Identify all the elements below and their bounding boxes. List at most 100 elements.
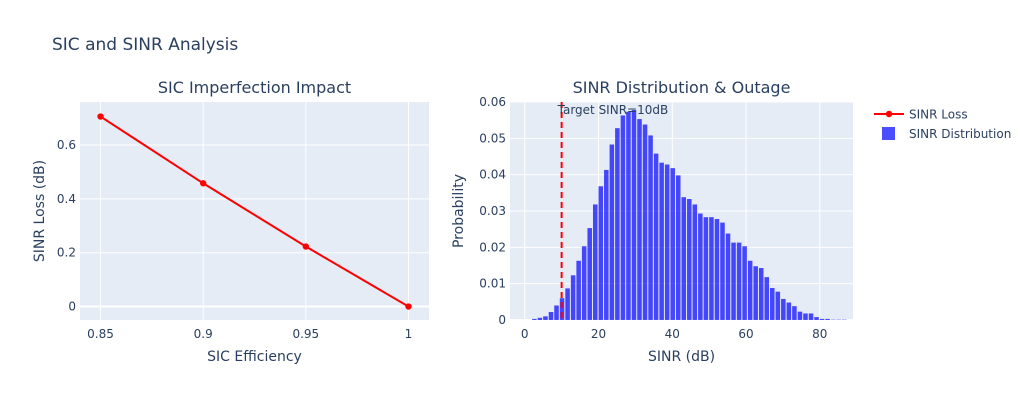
figure-title: SIC and SINR Analysis — [52, 35, 238, 55]
histogram-bar — [653, 153, 659, 320]
subplot-sinr-distribution: 0 20 40 60 80 0 0.01 0.02 0.03 0.04 0.05 0.06 Targ… — [451, 78, 853, 365]
subplot-sic-impact: 0.85 0.9 0.95 1 0 0.2 0.4 0.6 SIC Imperfection… — [32, 78, 429, 365]
histogram-bar — [637, 119, 642, 321]
histogram-bar — [792, 306, 797, 320]
histogram-bar — [753, 266, 758, 320]
histogram-bar — [764, 277, 770, 320]
target-sinr-annotation: Target SINR=10dB — [557, 103, 669, 117]
x-axis-label: SINR (dB) — [648, 349, 715, 365]
y-tick-label: 0.03 — [479, 204, 506, 218]
histogram-bar — [825, 318, 830, 320]
x-tick-label: 1 — [405, 327, 413, 341]
histogram-bar — [758, 268, 764, 320]
x-tick-label: 0 — [521, 327, 529, 341]
x-tick-labels: 0.85 0.9 0.95 1 — [87, 327, 412, 341]
y-tick-label: 0.04 — [479, 168, 506, 182]
histogram-bar — [797, 311, 803, 320]
histogram-bar — [808, 313, 814, 320]
histogram-bar — [770, 288, 775, 320]
y-tick-labels: 0 0.2 0.4 0.6 — [57, 138, 76, 313]
histogram-bar — [698, 213, 703, 320]
histogram-bar — [548, 312, 554, 320]
legend-item-sinr-distribution[interactable]: SINR Distribution — [882, 127, 1011, 141]
histogram-bar — [675, 175, 681, 320]
x-tick-label: 80 — [812, 327, 827, 341]
legend-item-sinr-loss[interactable]: SINR Loss — [874, 108, 968, 122]
histogram-bar — [736, 242, 742, 320]
histogram-bar — [570, 275, 576, 320]
legend-marker-swatch — [885, 110, 893, 118]
histogram-bar — [604, 169, 609, 320]
y-tick-label: 0.05 — [479, 131, 506, 145]
sinr-loss-point — [302, 243, 310, 250]
subplot-title: SIC Imperfection Impact — [158, 78, 351, 97]
histogram-bar — [642, 124, 648, 320]
histogram-bar — [692, 204, 698, 320]
grid-lines — [80, 102, 429, 320]
y-tick-label: 0.06 — [479, 95, 506, 109]
y-tick-label: 0.01 — [479, 277, 506, 291]
y-tick-label: 0 — [498, 313, 506, 327]
histogram-bar — [631, 109, 637, 320]
y-tick-label: 0.2 — [57, 246, 76, 260]
histogram-bar — [670, 168, 675, 320]
histogram-bar — [775, 291, 781, 320]
histogram-bar — [626, 111, 631, 320]
histogram-bar — [559, 298, 565, 320]
y-tick-label: 0.4 — [57, 192, 76, 206]
x-tick-label: 0.95 — [292, 327, 319, 341]
histogram-bar — [554, 305, 559, 320]
histogram-bar — [709, 217, 714, 320]
sinr-loss-point — [405, 303, 412, 310]
histogram-bar — [742, 246, 747, 320]
subplot-title: SINR Distribution & Outage — [573, 78, 791, 97]
legend-label: SINR Distribution — [909, 127, 1011, 141]
histogram-bar — [537, 317, 543, 320]
histogram-bars — [532, 109, 847, 321]
histogram-bar — [587, 228, 592, 320]
x-tick-label: 60 — [738, 327, 753, 341]
x-tick-label: 20 — [591, 327, 606, 341]
histogram-bar — [532, 318, 537, 320]
histogram-bar — [581, 246, 587, 320]
x-axis-label: SIC Efficiency — [207, 349, 302, 365]
histogram-bar — [576, 260, 581, 320]
x-tick-label: 0.9 — [194, 327, 213, 341]
histogram-bar — [543, 316, 548, 320]
histogram-bar — [565, 288, 570, 320]
legend[interactable]: SINR Loss SINR Distribution — [874, 108, 1011, 142]
x-tick-label: 40 — [665, 327, 680, 341]
histogram-bar — [687, 199, 692, 320]
sinr-loss-line — [99, 115, 409, 308]
y-axis-label: Probability — [451, 174, 467, 248]
histogram-bar — [781, 298, 786, 320]
sinr-loss-point — [199, 180, 207, 187]
histogram-bar — [648, 135, 653, 320]
y-tick-label: 0.02 — [479, 240, 506, 254]
line-series — [97, 113, 412, 310]
histogram-bar — [609, 144, 615, 320]
histogram-bar — [819, 318, 825, 320]
histogram-bar — [659, 162, 664, 320]
histogram-bar — [681, 197, 687, 320]
legend-bar-swatch — [882, 127, 895, 140]
y-tick-label: 0.6 — [57, 138, 76, 152]
histogram-bar — [598, 186, 604, 320]
x-tick-label: 0.85 — [87, 327, 114, 341]
histogram-bar — [714, 218, 720, 320]
y-tick-labels: 0 0.01 0.02 0.03 0.04 0.05 0.06 — [479, 95, 506, 327]
histogram-bar — [803, 313, 808, 320]
legend-label: SINR Loss — [909, 108, 968, 122]
histogram-bar — [725, 233, 731, 320]
y-tick-label: 0 — [68, 300, 76, 314]
histogram-bar — [664, 164, 670, 320]
histogram-bar — [747, 260, 753, 320]
histogram-bar — [620, 115, 626, 321]
histogram-bar — [592, 204, 598, 320]
histogram-bar — [720, 222, 725, 320]
histogram-bar — [615, 128, 620, 320]
histogram-bar — [786, 302, 792, 320]
x-tick-labels: 0 20 40 60 80 — [521, 327, 828, 341]
y-axis-label: SINR Loss (dB) — [32, 160, 48, 262]
